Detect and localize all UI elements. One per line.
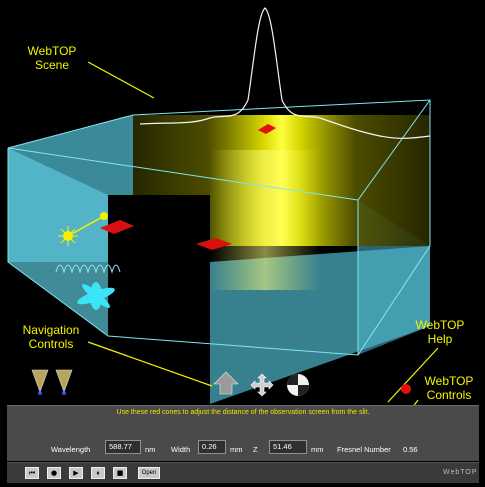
slit-floor bbox=[108, 195, 210, 404]
help-icon[interactable] bbox=[401, 384, 411, 394]
axis-widget[interactable] bbox=[75, 281, 116, 310]
callout-webtop-scene: WebTOP Scene bbox=[27, 44, 77, 72]
nav-pan-icon[interactable] bbox=[250, 373, 274, 397]
fresnel-value: 0.56 bbox=[403, 445, 418, 454]
wavelength-input[interactable]: 588.77 bbox=[105, 440, 141, 454]
width-input[interactable]: 0.26 bbox=[198, 440, 226, 454]
box-edges bbox=[7, 99, 431, 356]
light-wave bbox=[55, 264, 121, 274]
webtop-brand: WebTOP bbox=[443, 469, 478, 476]
nav-elevate-icon[interactable] bbox=[213, 371, 239, 395]
callout-navigation-controls: Navigation Controls bbox=[22, 323, 80, 351]
z-label: Z bbox=[253, 445, 258, 454]
pause-button[interactable]: ⏸ bbox=[91, 467, 105, 479]
callout-webtop-help: WebTOP Help bbox=[415, 318, 465, 346]
red-cone-screen[interactable] bbox=[258, 124, 276, 134]
controls-panel: Use these red cones to adjust the distan… bbox=[7, 405, 479, 461]
fresnel-label: Fresnel Number bbox=[337, 445, 391, 454]
screen-glow-floor bbox=[210, 150, 320, 290]
hint-text: Use these red cones to adjust the distan… bbox=[116, 409, 370, 416]
play-button[interactable]: ▶ bbox=[69, 467, 83, 479]
callout-webtop-controls: WebTOP Controls bbox=[424, 374, 474, 402]
callout-lines bbox=[87, 61, 439, 405]
webtop-scene[interactable] bbox=[0, 0, 485, 405]
nav-cone-icons[interactable] bbox=[31, 369, 73, 395]
width-unit: mm bbox=[230, 445, 243, 454]
z-unit: mm bbox=[311, 445, 324, 454]
red-cone-slit-right[interactable] bbox=[196, 238, 232, 250]
red-cone-slit-left[interactable] bbox=[100, 220, 134, 234]
wavelength-label: Wavelength bbox=[51, 445, 91, 454]
light-source[interactable] bbox=[58, 212, 108, 246]
width-label: Width bbox=[171, 445, 191, 454]
nav-rotate-icon[interactable] bbox=[287, 374, 309, 396]
open-button[interactable]: Open bbox=[138, 467, 160, 479]
playback-toolbar: ⏮ ● ▶ ⏸ ■ Open WebTOP bbox=[7, 462, 479, 483]
stop-button[interactable]: ■ bbox=[113, 467, 127, 479]
wavelength-unit: nm bbox=[145, 445, 156, 454]
box-front-left bbox=[8, 148, 108, 336]
skip-back-button[interactable]: ⏮ bbox=[25, 467, 39, 479]
record-button[interactable]: ● bbox=[47, 467, 61, 479]
intensity-curve bbox=[139, 7, 431, 139]
z-input[interactable]: 51.46 bbox=[269, 440, 307, 454]
